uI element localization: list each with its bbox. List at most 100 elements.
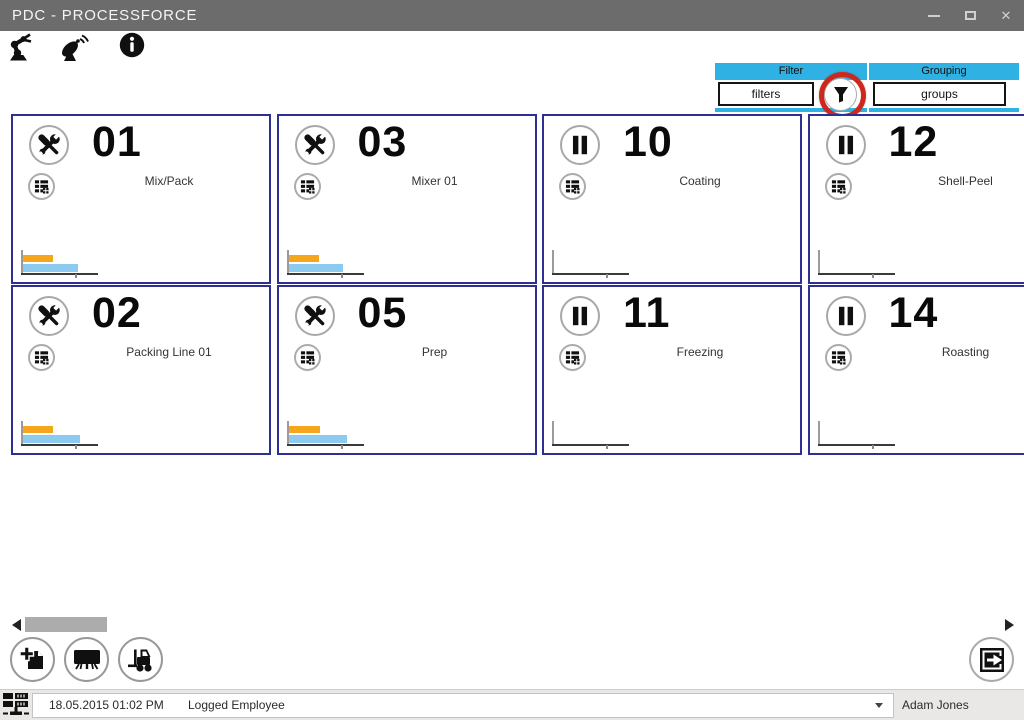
task-list-button[interactable] (824, 343, 852, 371)
info-icon[interactable] (119, 32, 145, 58)
tools-icon (301, 132, 328, 158)
close-icon: ✕ (1000, 7, 1012, 23)
task-list-button[interactable] (28, 173, 55, 200)
machine-card[interactable]: 01 Mix/Pack (11, 114, 271, 284)
machine-name: Freezing (676, 344, 724, 359)
chart-x-tick (75, 444, 77, 449)
grouping-section: Grouping groups (869, 63, 1019, 112)
task-list-icon (565, 180, 580, 194)
filter-funnel-button[interactable] (824, 78, 857, 111)
maximize-button[interactable] (952, 0, 988, 31)
machine-chart (817, 419, 908, 449)
satellite-dish-icon[interactable] (58, 32, 90, 64)
machine-card[interactable]: 11 Freezing (542, 284, 802, 455)
machine-name: Prep (421, 344, 448, 359)
close-button[interactable]: ✕ (988, 0, 1024, 31)
scroll-left-arrow[interactable] (10, 618, 22, 632)
display-board-icon (73, 649, 100, 669)
tools-icon (36, 302, 62, 329)
chart-x-tick (75, 274, 77, 278)
machine-card[interactable]: 10 Coating (542, 114, 802, 284)
task-list-icon (300, 180, 315, 194)
machine-chart (286, 419, 377, 449)
task-list-button[interactable] (293, 173, 321, 200)
new-document-button[interactable] (10, 637, 55, 682)
filter-header: Filter (778, 65, 804, 77)
tools-icon (36, 132, 62, 158)
machine-chart (552, 419, 642, 449)
machine-status-button[interactable] (825, 295, 866, 336)
machine-number: 05 (357, 288, 408, 337)
machine-card[interactable]: 12 Shell-Peel (807, 114, 1024, 284)
chart-y-axis (817, 420, 820, 445)
minimize-icon (928, 14, 940, 17)
machine-status-button[interactable] (294, 125, 335, 165)
machine-chart (817, 248, 908, 278)
machine-number: 11 (623, 288, 671, 337)
chart-bar-orange (288, 255, 319, 262)
machine-name: Shell-Peel (938, 174, 993, 188)
chart-x-tick (340, 444, 343, 449)
chart-x-axis (286, 273, 364, 275)
chart-bar-blue (23, 434, 80, 443)
groups-button[interactable]: groups (873, 82, 1006, 106)
machine-name: Mix/Pack (144, 174, 194, 188)
chart-bar-orange (288, 425, 320, 433)
scroll-right-arrow[interactable] (1004, 618, 1016, 632)
machine-card[interactable]: 03 Mixer 01 (276, 114, 537, 284)
task-list-button[interactable] (559, 173, 586, 200)
chart-x-axis (552, 443, 629, 446)
machine-number: 12 (888, 118, 939, 166)
chart-y-axis (21, 250, 23, 274)
chart-x-axis (817, 273, 895, 275)
chart-bar-orange (23, 255, 53, 262)
machine-name: Mixer 01 (411, 174, 458, 188)
machine-number: 02 (92, 288, 142, 337)
machine-status-button[interactable] (560, 125, 600, 165)
funnel-icon (833, 87, 848, 103)
session-datetime: 18.05.2015 01:02 PM (49, 698, 164, 712)
machine-name: Packing Line 01 (126, 344, 212, 359)
machine-number: 03 (357, 118, 408, 166)
task-list-button[interactable] (824, 173, 852, 200)
machine-status-button[interactable] (29, 125, 69, 165)
display-board-button[interactable] (64, 637, 109, 682)
machine-card[interactable]: 05 Prep (276, 284, 537, 455)
chart-y-axis (21, 420, 23, 445)
window-controls: ✕ (916, 0, 1024, 31)
chart-bar-blue (288, 434, 347, 443)
filters-button[interactable]: filters (718, 82, 814, 106)
task-list-icon (34, 350, 49, 365)
filter-grouping-panel: Filter filters Grouping groups (715, 63, 1019, 112)
machine-status-button[interactable] (294, 295, 335, 336)
chart-y-axis (552, 250, 554, 274)
machine-card[interactable]: 14 Roasting (807, 284, 1024, 455)
machine-status-button[interactable] (560, 295, 600, 336)
chart-x-tick (340, 274, 343, 278)
session-combobox[interactable]: 18.05.2015 01:02 PM Logged Employee (32, 693, 894, 718)
task-list-icon (831, 350, 846, 365)
machine-card[interactable]: 02 Packing Line 01 (11, 284, 271, 455)
chart-bar-blue (23, 264, 78, 272)
machine-status-button[interactable] (29, 295, 69, 336)
robot-arm-icon[interactable] (6, 32, 34, 62)
session-label: Logged Employee (188, 698, 285, 712)
task-list-button[interactable] (559, 343, 586, 371)
forklift-button[interactable] (118, 637, 163, 682)
combobox-caret-icon (875, 703, 883, 708)
task-list-button[interactable] (28, 343, 55, 371)
chart-x-tick (606, 274, 608, 278)
machine-status-button[interactable] (825, 125, 866, 165)
top-toolbar (0, 31, 1024, 65)
machine-chart (552, 248, 642, 278)
machine-chart (21, 419, 111, 449)
task-list-button[interactable] (293, 343, 321, 371)
plc-network-icon[interactable] (2, 692, 30, 719)
title-bar: PDC - PROCESSFORCE ✕ (0, 0, 1024, 31)
minimize-button[interactable] (916, 0, 952, 31)
logged-user-name: Adam Jones (902, 698, 969, 712)
pause-icon (572, 306, 588, 325)
exit-button[interactable] (969, 637, 1014, 682)
new-document-icon (19, 646, 43, 669)
scrollbar-thumb[interactable] (25, 617, 107, 632)
